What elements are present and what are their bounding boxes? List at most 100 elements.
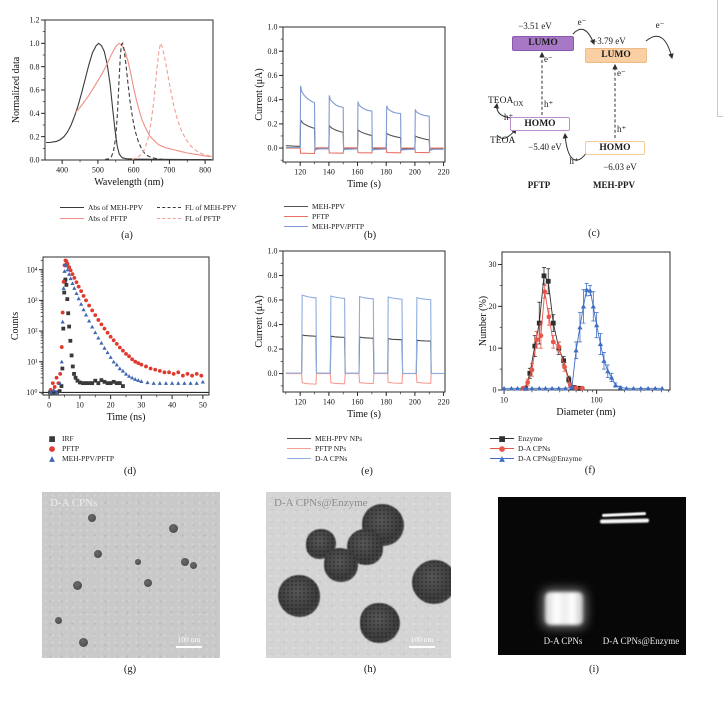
teoa-label: TEOA: [490, 136, 516, 146]
legend-panel-b: MEH-PPV PFTP MEH-PPV/PFTP: [284, 201, 364, 231]
caption-g: (g): [123, 664, 137, 675]
gel-lane-label-left: D-A CPNs: [543, 636, 583, 646]
nanoparticle: [88, 514, 96, 522]
legend-item: ● D-A CPNs: [490, 443, 582, 453]
svg-text:0.6: 0.6: [30, 86, 40, 95]
page-frame-edge: [717, 0, 723, 117]
gel-lane-label-right: D-A CPNs@Enzyme: [602, 636, 680, 646]
svg-text:10³: 10³: [27, 296, 38, 305]
svg-text:200: 200: [409, 398, 421, 407]
legend-item: MEH-PPV NPs: [287, 433, 362, 443]
legend-panel-d: ■ IRF ● PFTP ▲ MEH-PPV/PFTP: [46, 433, 114, 463]
svg-text:Current (μA): Current (μA): [254, 295, 265, 347]
enzyme-coated-nanoparticle: [412, 560, 451, 604]
svg-text:30: 30: [489, 260, 497, 269]
nanoparticle: [144, 579, 152, 587]
scale-bar-text-g: 100 nm: [177, 634, 201, 644]
hole-label-transfer: h⁺: [569, 156, 579, 166]
scale-bar-text-h: 100 nm: [410, 634, 434, 644]
nanoparticle: [181, 558, 189, 566]
caption-f: (f): [584, 465, 596, 476]
svg-text:Current (μA): Current (μA): [254, 68, 265, 120]
svg-text:140: 140: [323, 168, 335, 177]
svg-text:10: 10: [500, 396, 508, 405]
nanoparticle: [135, 559, 141, 565]
svg-text:220: 220: [438, 398, 450, 407]
chart-photocurrent-films: 120 140 160 180 200 220 0.0 0.2 0.4 0.6 0.8 1.0 Time…: [254, 23, 450, 190]
hole-transfer-arrow: [562, 132, 588, 161]
svg-text:Diameter (nm): Diameter (nm): [556, 407, 615, 418]
svg-text:700: 700: [163, 166, 175, 175]
svg-text:Time (ns): Time (ns): [107, 412, 146, 423]
pftp-homo-energy: −5.40 eV: [528, 142, 562, 152]
svg-text:30: 30: [137, 401, 145, 410]
svg-text:20: 20: [107, 401, 115, 410]
legend-item: MEH-PPV/PFTP: [284, 221, 364, 231]
legend-item: ■ IRF: [48, 433, 74, 443]
electron-label-1: e⁻: [577, 17, 587, 27]
mehppv-homo-box: HOMO: [585, 141, 645, 155]
scale-bar-line-h: [409, 645, 435, 648]
chart-absorption-fluorescence-spectra: 400 500 600 700 800 0.0 0.2 0.4 0.6 0.8 1.0 1.2 Wave…: [11, 16, 214, 188]
legend-item: Abs of MEH-PPV: [60, 202, 143, 212]
caption-c: (c): [588, 228, 600, 239]
teoa-ox-subscript: OX: [513, 99, 524, 108]
tem-image-da-cpns-enzyme: D-A CPNs@Enzyme 100 nm: [266, 492, 451, 658]
svg-text:120: 120: [294, 168, 306, 177]
nanoparticle: [78, 637, 88, 647]
legend-panel-e: MEH-PPV NPs PFTP NPs D-A CPNs: [287, 433, 362, 463]
teoa-regeneration-arrow: [496, 128, 517, 139]
electron-label-3: e⁻: [544, 54, 553, 64]
svg-text:10⁴: 10⁴: [27, 265, 38, 274]
svg-text:0.2: 0.2: [268, 119, 278, 128]
legend-item: FL of PFTP: [157, 213, 236, 223]
svg-text:0.4: 0.4: [268, 320, 278, 329]
legend-item: Abs of PFTP: [60, 213, 143, 223]
legend-item: PFTP: [284, 211, 364, 221]
teoa-ox-label: TEOAOX: [488, 96, 528, 108]
hole-label-2: h⁺: [617, 124, 627, 134]
svg-text:400: 400: [56, 166, 68, 175]
mehppv-material-label: MEH-PPV: [593, 180, 635, 190]
electron-label-4: e⁻: [617, 68, 626, 78]
enzyme-coated-nanoparticle: [278, 575, 320, 617]
svg-text:180: 180: [380, 168, 392, 177]
legend-item: PFTP NPs: [287, 443, 362, 453]
svg-text:1.2: 1.2: [30, 16, 40, 25]
svg-text:100: 100: [591, 396, 603, 405]
caption-i: (i): [589, 664, 599, 675]
svg-text:500: 500: [92, 166, 104, 175]
svg-text:0.2: 0.2: [30, 132, 40, 141]
svg-text:40: 40: [168, 401, 176, 410]
svg-text:180: 180: [380, 398, 392, 407]
nanoparticle: [168, 523, 178, 533]
svg-text:220: 220: [438, 168, 450, 177]
svg-text:800: 800: [199, 166, 211, 175]
svg-text:0.6: 0.6: [268, 71, 278, 80]
svg-text:0.2: 0.2: [268, 345, 278, 354]
legend-item: ▲ D-A CPNs@Enzyme: [490, 453, 582, 463]
svg-text:0.4: 0.4: [268, 95, 278, 104]
tem-label-g: D-A CPNs: [50, 497, 98, 509]
hole-label-1: h⁺: [544, 99, 554, 109]
caption-d: (d): [123, 466, 137, 477]
tem-image-da-cpns: D-A CPNs 100 nm: [42, 492, 220, 658]
svg-text:10⁰: 10⁰: [26, 388, 37, 397]
svg-text:Counts: Counts: [10, 312, 21, 340]
svg-text:0.6: 0.6: [268, 296, 278, 305]
legend-item: FL of MEH-PPV: [157, 202, 236, 212]
svg-text:10: 10: [76, 401, 84, 410]
nanoparticle: [94, 550, 102, 558]
svg-text:10¹: 10¹: [27, 357, 38, 366]
caption-e: (e): [361, 466, 373, 477]
svg-text:140: 140: [323, 398, 335, 407]
svg-text:0.8: 0.8: [268, 47, 278, 56]
mehppv-homo-energy: −6.03 eV: [603, 162, 637, 172]
chart-fluorescence-decay: 0 10 20 30 40 50 10⁰ 10¹ 10² 10³ 10⁴ Time (ns) Count…: [10, 256, 210, 423]
hole-label-teoa: h⁺: [504, 112, 514, 122]
caption-b: (b): [363, 230, 377, 241]
nanoparticle: [72, 580, 82, 590]
teoa-ox-base: TEOA: [488, 96, 514, 106]
svg-text:50: 50: [199, 401, 207, 410]
